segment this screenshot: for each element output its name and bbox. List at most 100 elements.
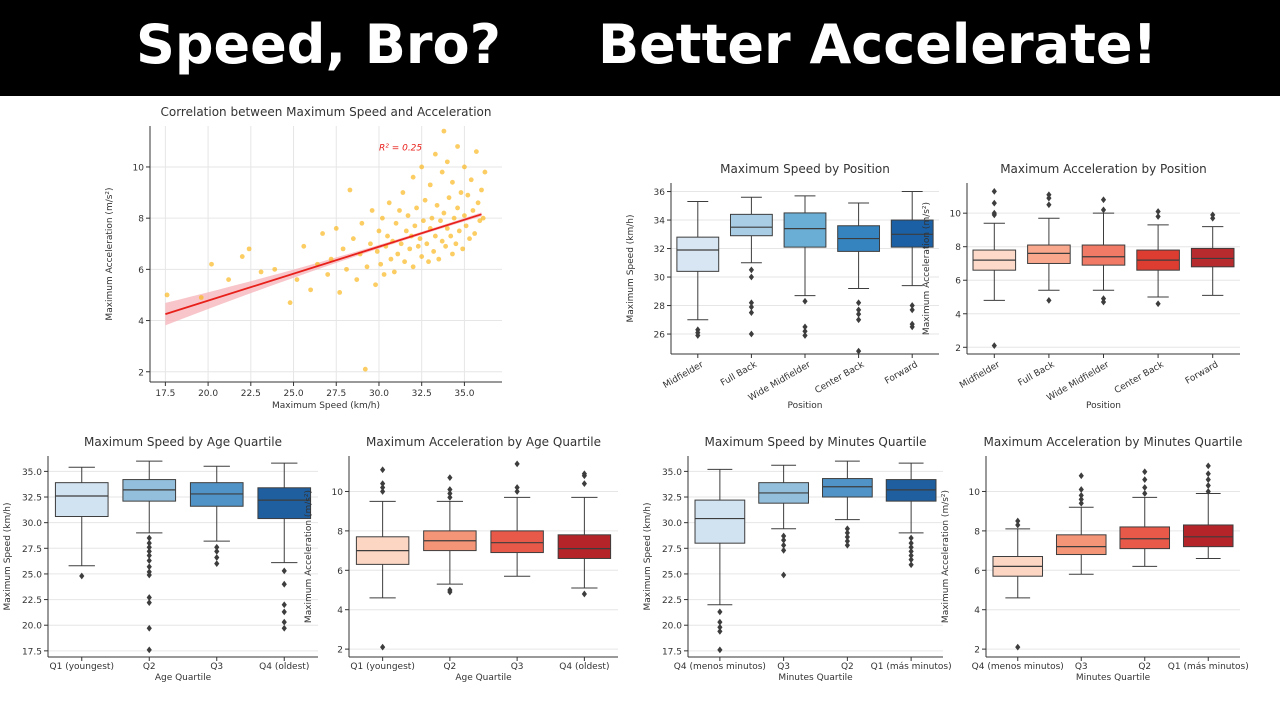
y-tick-label: 22.5 — [662, 596, 682, 606]
outlier-point — [380, 488, 386, 495]
x-axis-label: Position — [1086, 401, 1121, 411]
scatter-point — [427, 182, 433, 188]
outlier-point — [748, 299, 754, 307]
x-tick-label: Wide Midfielder — [1045, 360, 1111, 404]
scatter-point — [438, 218, 443, 224]
outlier-point — [447, 474, 453, 482]
x-tick-label: 32.5 — [412, 389, 432, 399]
scatter-point — [444, 226, 450, 231]
accel-age-boxplot: 2 4 6 8 10 Maximum Acceleration by Age Quarti… — [304, 435, 618, 683]
outlier-point — [856, 306, 862, 314]
outlier-point — [748, 330, 754, 338]
scatter-point — [407, 246, 413, 252]
outlier-point — [802, 327, 808, 335]
box-body — [490, 530, 544, 554]
scatter-point — [482, 169, 488, 175]
y-tick-label: 10 — [332, 488, 344, 498]
box-q4-menos-minutos- — [694, 468, 746, 654]
scatter-point — [226, 277, 232, 282]
y-tick-label: 32.5 — [662, 494, 682, 504]
scatter-point — [441, 128, 447, 134]
outlier-point — [514, 460, 520, 468]
outlier-point — [991, 209, 997, 217]
y-axis-label: Maximum Speed (km/h) — [626, 214, 636, 322]
scatter-point — [308, 287, 314, 293]
outlier-point — [856, 347, 862, 355]
scatter-point — [320, 231, 325, 236]
y-tick-label: 26 — [654, 331, 666, 341]
scatter-point — [458, 190, 464, 195]
y-axis-label: Maximum Acceleration (m/s²) — [922, 202, 932, 335]
box-q3 — [1055, 472, 1107, 575]
y-tick-label: 10 — [969, 488, 981, 498]
scatter-point — [410, 174, 416, 180]
box-midfielder — [676, 201, 720, 339]
y-tick-label: 6 — [138, 266, 144, 276]
chart-title: Maximum Speed by Age Quartile — [84, 435, 282, 449]
scatter-point — [456, 228, 462, 234]
accel-minutes-boxplot: 2 4 6 8 10 Maximum Acceleration by Minutes Qu… — [941, 435, 1249, 683]
y-tick-label: 22.5 — [22, 596, 42, 606]
outlier-point — [1142, 468, 1148, 476]
scatter-point — [441, 210, 447, 216]
scatter-point — [412, 223, 418, 229]
scatter-point — [328, 256, 334, 262]
y-axis-label: Maximum Speed (km/h) — [3, 502, 13, 610]
x-tick-label: Q1 (más minutos) — [1168, 662, 1249, 672]
y-tick-label: 8 — [974, 527, 980, 537]
y-tick-label: 2 — [337, 646, 343, 656]
x-tick-label: Center Back — [813, 360, 866, 397]
outlier-point — [281, 618, 287, 626]
outlier-point — [717, 646, 723, 654]
outlier-point — [1015, 643, 1021, 651]
scatter-point — [434, 202, 440, 208]
y-tick-label: 4 — [138, 317, 144, 327]
box-q3 — [189, 465, 244, 568]
scatter-point — [419, 254, 425, 259]
scatter-point — [347, 187, 353, 193]
box-body — [1081, 244, 1126, 266]
outlier-point — [146, 599, 152, 607]
scatter-point — [450, 251, 455, 257]
outlier-point — [781, 571, 787, 579]
x-tick-label: Forward — [1184, 360, 1220, 387]
scatter-point — [463, 223, 469, 229]
chart-title: Maximum Speed by Minutes Quartile — [704, 435, 926, 449]
x-tick-label: Q1 (más minutos) — [871, 662, 952, 672]
y-tick-label: 20.0 — [22, 622, 42, 632]
scatter-point — [462, 213, 467, 219]
scatter-point — [386, 200, 392, 206]
box-body — [1190, 247, 1235, 268]
x-axis-label: Age Quartile — [155, 673, 212, 683]
scatter-point — [439, 169, 445, 175]
x-axis-label: Minutes Quartile — [778, 673, 853, 683]
x-tick-label: 30.0 — [369, 389, 389, 399]
scatter-point — [472, 231, 478, 236]
x-tick-label: Full Back — [1017, 360, 1057, 389]
accel-position-boxplot: 2 4 6 8 10 Maximum Acceleration by Position Ma… — [922, 162, 1240, 411]
box-q3 — [758, 464, 809, 579]
scatter-point — [340, 246, 346, 252]
box-body — [890, 219, 934, 248]
outlier-point — [748, 273, 754, 281]
box-center-back — [1136, 208, 1180, 308]
speed-minutes-boxplot: 17.5 20.0 22.5 25.0 27.5 30.0 32.5 35.0 Maximum … — [643, 435, 952, 683]
scatter-point — [379, 215, 385, 221]
outlier-point — [856, 310, 862, 318]
scatter-point — [455, 144, 460, 149]
outlier-point — [1078, 495, 1084, 503]
scatter-point — [475, 200, 481, 206]
y-tick-label: 32.5 — [22, 494, 42, 504]
x-tick-label: 22.5 — [241, 389, 261, 399]
outlier-point — [214, 560, 220, 568]
box-q1-m-s-minutos- — [885, 462, 937, 569]
outlier-point — [717, 608, 723, 616]
outlier-point — [1015, 521, 1021, 529]
outlier-point — [447, 494, 453, 501]
scatter-point — [465, 192, 471, 198]
x-tick-label: Q4 (oldest) — [559, 662, 609, 672]
y-tick-label: 25.0 — [22, 570, 42, 580]
x-tick-label: Forward — [883, 360, 919, 387]
y-tick-label: 2 — [974, 646, 980, 656]
scatter-point — [468, 177, 474, 183]
